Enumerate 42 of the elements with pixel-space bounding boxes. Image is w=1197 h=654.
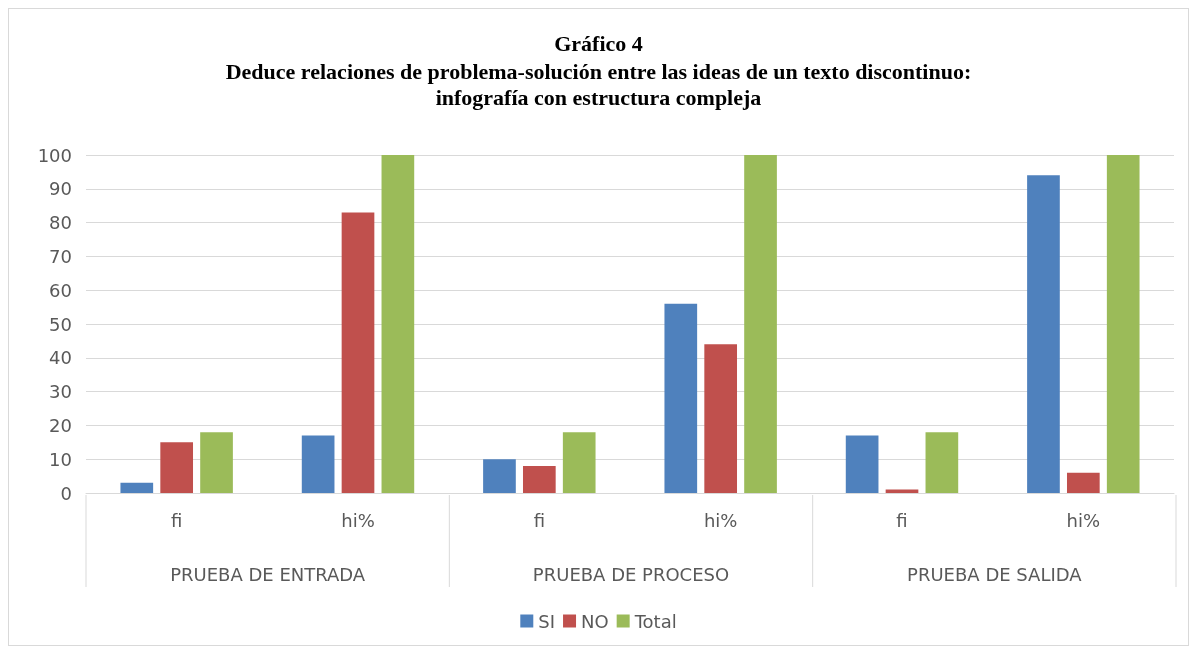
x-tick-label: fi: [170, 509, 183, 531]
x-tick-label: fi: [533, 509, 546, 531]
bar: [845, 435, 879, 493]
y-tick-label: 90: [49, 178, 72, 200]
y-tick-label: 0: [60, 482, 72, 504]
y-tick-label: 100: [37, 144, 72, 166]
chart-subtitle: Deduce relaciones de problema-solución entre las ideas de un texto discontinuo: infografía con estructura compleja: [225, 58, 972, 110]
text: PRUEBA DE PROCESO: [532, 563, 730, 585]
bar: [925, 432, 959, 493]
bar: [483, 459, 516, 493]
y-tick-label: 60: [49, 279, 72, 301]
text: PRUEBA DE ENTRADA: [170, 563, 366, 585]
bar: [704, 344, 738, 493]
legend-label: SI: [538, 610, 556, 632]
y-tick-label: 10: [49, 448, 72, 470]
y-tick-label: 20: [49, 414, 72, 436]
legend-label: NO: [581, 610, 609, 632]
bar: [120, 482, 154, 493]
bar: [1027, 175, 1060, 493]
bar: [744, 155, 777, 493]
x-tick-label: hi%: [703, 509, 738, 531]
legend-label: Total: [633, 610, 677, 632]
bar: [1106, 155, 1140, 493]
bar: [1066, 472, 1100, 493]
bar: [381, 155, 415, 493]
bar: [301, 435, 335, 493]
x-tick-label: hi%: [341, 509, 375, 531]
bar: [200, 432, 233, 493]
y-tick-label: 40: [49, 347, 72, 369]
bar: [522, 465, 556, 493]
x-tick-label: hi%: [1066, 509, 1101, 531]
y-tick-label: 70: [49, 245, 72, 267]
y-tick-label: 30: [49, 381, 72, 403]
x-tick-label: fi: [896, 509, 908, 531]
y-tick-label: 50: [49, 313, 72, 335]
bar: [341, 212, 375, 493]
bar: [664, 303, 698, 493]
chart-title: Gráfico 4: [554, 30, 643, 56]
y-tick-label: 80: [49, 212, 72, 234]
bar: [160, 442, 194, 493]
text: PRUEBA DE SALIDA: [907, 563, 1083, 585]
bar: [562, 432, 596, 493]
